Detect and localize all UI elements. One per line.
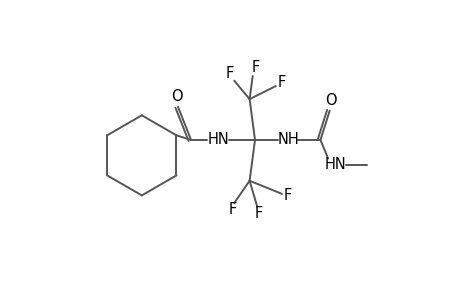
Text: NH: NH	[277, 133, 298, 148]
Text: HN: HN	[207, 133, 229, 148]
Text: F: F	[254, 206, 263, 220]
Text: HN: HN	[324, 157, 346, 172]
Text: O: O	[324, 93, 336, 108]
Text: O: O	[170, 88, 182, 104]
Text: F: F	[225, 66, 233, 81]
Text: F: F	[283, 188, 291, 203]
Text: F: F	[277, 76, 285, 91]
Text: F: F	[251, 60, 259, 75]
Text: F: F	[228, 202, 236, 217]
